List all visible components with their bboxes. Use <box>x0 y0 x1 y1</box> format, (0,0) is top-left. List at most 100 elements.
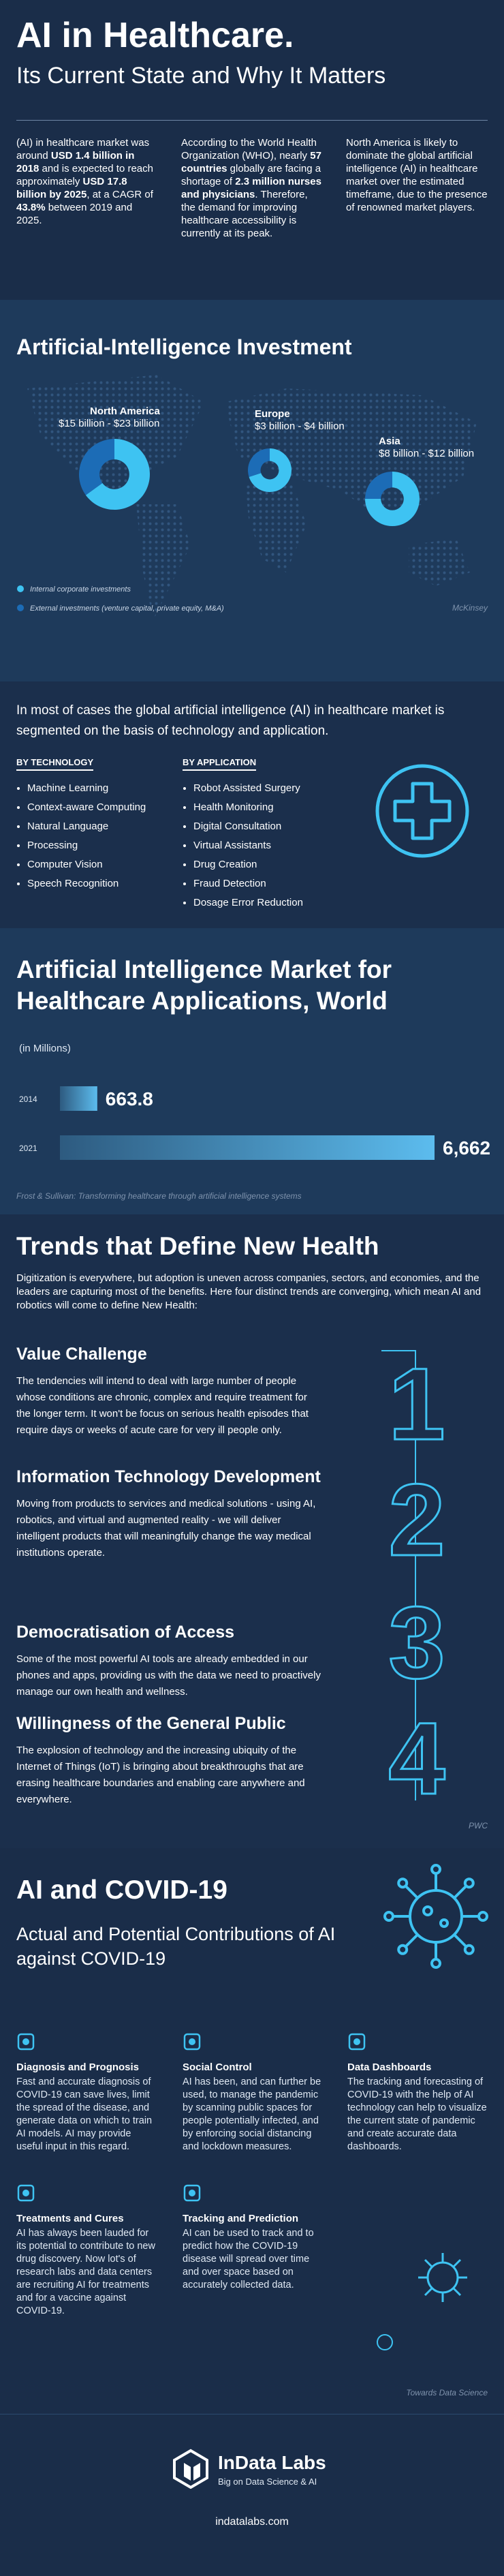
donut-segment <box>85 439 150 510</box>
text-segment: According to the World Health Organizati… <box>181 137 317 162</box>
brand-url: indatalabs.com <box>215 2516 289 2528</box>
item-title: Data Dashboards <box>347 2061 432 2073</box>
trend-title: Information Technology Development <box>16 1467 321 1486</box>
connector <box>381 1350 416 1800</box>
donut-segment <box>365 472 420 526</box>
trend-text: Moving from products to services and med… <box>16 1498 316 1559</box>
trend-text: Some of the most powerful AI tools are a… <box>16 1653 321 1698</box>
icon-shape <box>22 2190 29 2196</box>
trend-title: Democratisation of Access <box>16 1623 235 1642</box>
text-segment: 2.3 million nurses and physicians <box>181 176 321 200</box>
text-segment: North America is likely to dominate the … <box>346 137 488 213</box>
legend-label: Internal corporate investments <box>30 585 131 594</box>
legend-swatch <box>17 585 24 592</box>
source: PWC <box>469 1821 488 1830</box>
trend-item: Value Challenge The tendencies will inten… <box>16 1344 323 1439</box>
header-section: AI in Healthcare. Its Current State and … <box>0 0 504 300</box>
item-text: AI has been, and can further be used, to… <box>183 2076 321 2152</box>
investment-chart: Artificial-Intelligence Investment North… <box>16 335 488 620</box>
section-subtitle: Actual and Potential Contributions of AI… <box>16 1924 336 1969</box>
market-section: Artificial Intelligence Market for Healt… <box>0 928 504 1214</box>
trend-text: The tendencies will intend to deal with … <box>16 1375 309 1436</box>
icon-shape <box>189 2190 195 2196</box>
covid-item: Tracking and Prediction AI can be used to… <box>183 2183 326 2292</box>
icon-shape <box>189 2038 195 2045</box>
section-title: AI and COVID-19 <box>16 1875 227 1905</box>
region-range: $15 billion - $23 billion <box>59 418 159 429</box>
icon-shape <box>183 2184 201 2202</box>
covid-item: Social Control AI has been, and can furth… <box>183 2032 326 2153</box>
medical-cross-icon <box>375 764 469 858</box>
source: Towards Data Science <box>406 2388 488 2397</box>
donut-segment <box>365 472 392 499</box>
covid-section: AI and COVID-19 Actual and Potential Con… <box>0 1848 504 2576</box>
list-item: Digital Consultation <box>193 817 346 836</box>
text-segment: USD 17.8 billion by 2025 <box>16 176 127 200</box>
text-segment: , at a CAGR of <box>86 189 153 200</box>
region-label: Europe <box>255 408 290 420</box>
y-tick-label: 2014 <box>19 1094 37 1104</box>
virus-icon <box>377 2334 393 2350</box>
intro-column: North America is likely to dominate the … <box>346 136 489 214</box>
list-item: Robot Assisted Surgery <box>193 779 346 798</box>
list-item: Health Monitoring <box>193 798 346 817</box>
list-item: Machine Learning <box>27 779 173 798</box>
list-item: Dosage Error Reduction <box>193 893 346 913</box>
list-item: Virtual Assistants <box>193 836 346 855</box>
item-title: Treatments and Cures <box>16 2213 124 2224</box>
trend-number: 2 <box>388 1462 445 1577</box>
trend-number: 4 <box>388 1701 445 1815</box>
divider <box>16 120 488 121</box>
technology-column: BY TECHNOLOGY Machine LearningContext-aw… <box>16 756 173 893</box>
list-item: Natural Language <box>27 817 173 836</box>
covid-item: Diagnosis and Prognosis Fast and accurate… <box>16 2032 159 2153</box>
text-segment: between 2019 and 2025. <box>16 202 133 226</box>
icon-shape <box>17 2033 35 2051</box>
application-column: BY APPLICATION Robot Assisted SurgeryHea… <box>183 756 346 913</box>
trend-title: Value Challenge <box>16 1345 147 1364</box>
technology-list: Machine LearningContext-aware ComputingN… <box>16 779 173 893</box>
trend-text: The explosion of technology and the incr… <box>16 1745 305 1805</box>
item-title: Tracking and Prediction <box>183 2213 299 2224</box>
region-label: Asia <box>379 435 400 447</box>
section-title: Trends that Define New Health <box>16 1232 379 1260</box>
covid-item: Data Dashboards The tracking and forecast… <box>347 2032 490 2153</box>
column-heading: BY TECHNOLOGY <box>16 757 94 771</box>
list-item: Context-aware Computing <box>27 798 173 817</box>
item-text: AI has always been lauded for its potent… <box>16 2228 155 2316</box>
region-label: North America <box>90 405 160 417</box>
virus-icon <box>418 2253 467 2302</box>
item-title: Social Control <box>183 2061 252 2073</box>
region-range: $8 billion - $12 billion <box>379 448 474 459</box>
list-item: Processing <box>27 836 173 855</box>
brand-name: InData Labs <box>218 2452 326 2473</box>
market-chart: 2014 663.8 2021 6,662 <box>19 1086 490 1160</box>
section-text: Digitization is everywhere, but adoption… <box>16 1272 482 1311</box>
source: Frost & Sullivan: Transforming healthcar… <box>16 1191 302 1201</box>
bar <box>60 1086 97 1111</box>
text-segment: globally are facing a shortage of <box>181 163 321 187</box>
icon-shape <box>183 2033 201 2051</box>
chart-title: Artificial Intelligence Market for Healt… <box>16 955 392 1015</box>
segmentation-text: In most of cases the global artificial i… <box>16 703 445 738</box>
item-text: Fast and accurate diagnosis of COVID-19 … <box>16 2076 153 2152</box>
trend-item: Democratisation of Access Some of the mos… <box>16 1622 323 1700</box>
donut-segment <box>79 439 114 495</box>
subtitle: Its Current State and Why It Matters <box>16 63 386 89</box>
value-label: 6,662 <box>443 1137 490 1159</box>
trend-number: 3 <box>388 1585 445 1700</box>
text-segment: USD 1.4 billion in 2018 <box>16 150 135 174</box>
title: AI in Healthcare. <box>16 16 294 55</box>
legend-label: External investments (venture capital, p… <box>30 604 224 613</box>
trend-title: Willingness of the General Public <box>16 1714 286 1733</box>
text-segment: 57 countries <box>181 150 321 174</box>
source: McKinsey <box>452 603 488 613</box>
chart-subtitle: (in Millions) <box>19 1043 71 1054</box>
icon-shape <box>22 2038 29 2045</box>
legend-swatch <box>17 604 24 611</box>
item-icon <box>183 2033 201 2051</box>
